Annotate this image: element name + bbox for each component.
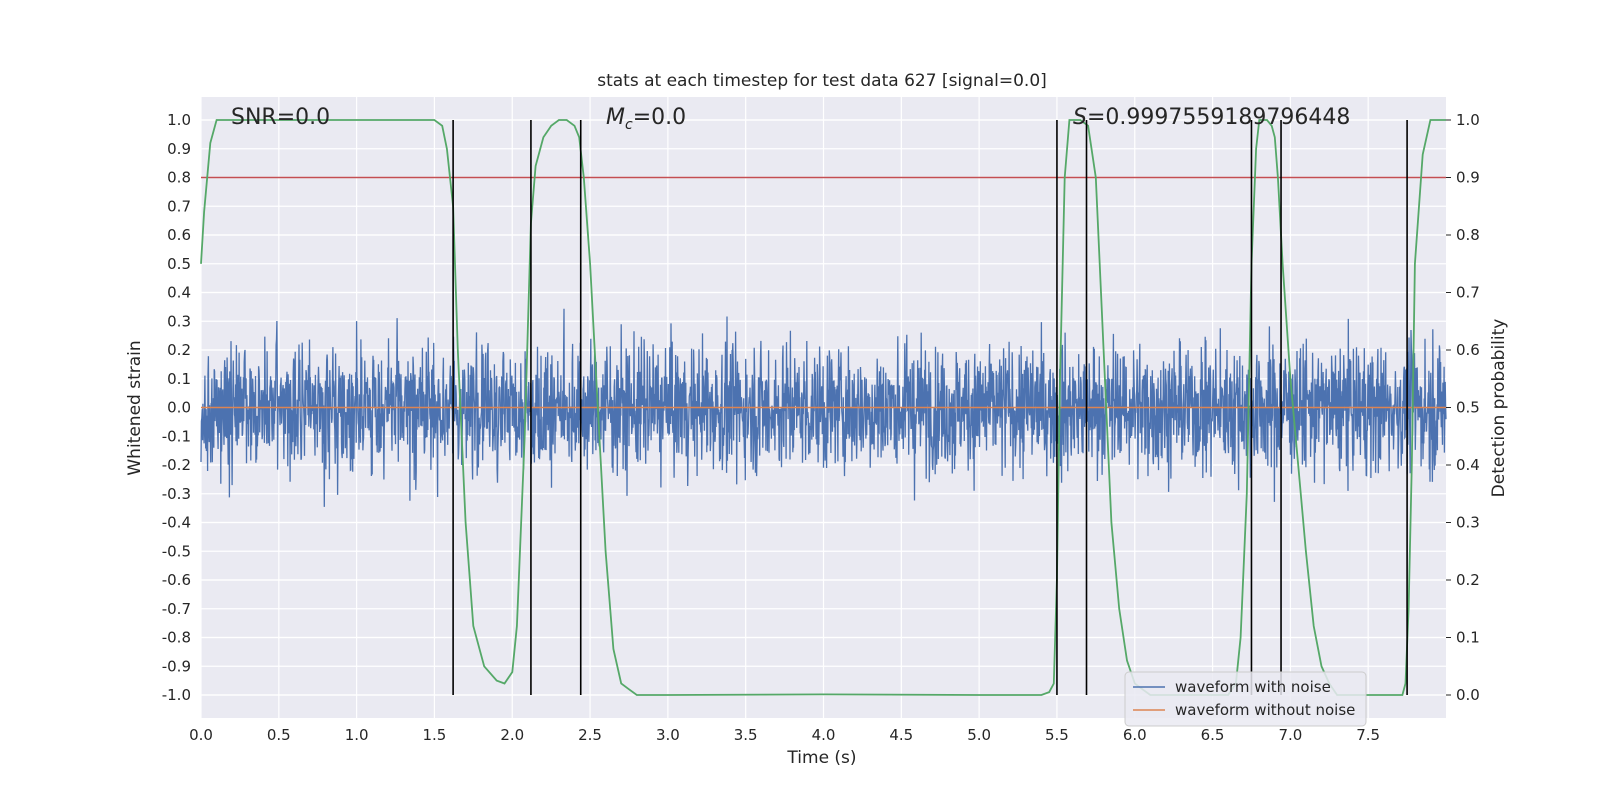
- x-tick-label: 2.5: [578, 726, 602, 744]
- mc-value: =0.0: [633, 105, 686, 130]
- y2-tick-label: 0.4: [1456, 456, 1480, 474]
- y2-tick-label: 0.0: [1456, 686, 1480, 704]
- series-detection-probability: [200, 119, 1446, 696]
- probability-layer: [200, 119, 1446, 696]
- marker-lines: [452, 120, 1408, 695]
- y2-tick-label: 0.5: [1456, 399, 1480, 417]
- x-tick-label: 5.0: [967, 726, 991, 744]
- s-symbol: S: [1073, 105, 1087, 130]
- x-tick-label: 5.5: [1045, 726, 1069, 744]
- y2-tick-label: 0.6: [1456, 341, 1480, 359]
- y2-tick-label: 0.9: [1456, 169, 1480, 187]
- y-tick-label: -0.2: [162, 456, 191, 474]
- y-tick-label: 1.0: [167, 111, 191, 129]
- y-tick-label: -0.9: [162, 657, 191, 675]
- x-tick-label: 3.0: [656, 726, 680, 744]
- y-tick-label: 0.3: [167, 312, 191, 330]
- y-tick-label: 0.8: [167, 169, 191, 187]
- mc-symbol: M: [606, 105, 625, 130]
- x-tick-label: 1.5: [423, 726, 447, 744]
- y-tick-label: 0.0: [167, 399, 191, 417]
- y-tick-label: 0.1: [167, 370, 191, 388]
- y-tick-label: -0.3: [162, 485, 191, 503]
- chart-title: stats at each timestep for test data 627…: [597, 71, 1047, 91]
- tick-labels: 0.0 0.5 1.0 1.5 2.0 2.5 3.0 3.5 4.0 4.5 5.0 5.5 6.0 6…: [162, 111, 1480, 744]
- x-axis-label: Time (s): [786, 748, 856, 768]
- s-annotation: S=0.9997559189796448: [1073, 105, 1350, 130]
- y2-tick-label: 0.2: [1456, 571, 1480, 589]
- legend: waveform with noise waveform without noi…: [1124, 671, 1367, 727]
- y-tick-label: 0.2: [167, 341, 191, 359]
- s-value: =0.9997559189796448: [1087, 105, 1350, 130]
- y-axis-label: Whitened strain: [125, 340, 145, 475]
- x-tick-label: 1.0: [345, 726, 369, 744]
- x-tick-label: 4.5: [889, 726, 913, 744]
- x-tick-label: 6.5: [1201, 726, 1225, 744]
- mc-subscript: c: [625, 117, 633, 133]
- y-tick-label: -0.7: [162, 600, 191, 618]
- y-tick-label: 0.7: [167, 197, 191, 215]
- mc-annotation: Mc=0.0: [606, 105, 686, 133]
- y2-axis-label: Detection probability: [1489, 319, 1509, 498]
- x-tick-label: 0.0: [189, 726, 213, 744]
- legend-box: [1124, 671, 1367, 727]
- y-tick-label: 0.9: [167, 140, 191, 158]
- y2-tick-label: 0.1: [1456, 629, 1480, 647]
- legend-label-clean: waveform without noise: [1175, 701, 1355, 719]
- y2-tick-label: 0.7: [1456, 284, 1480, 302]
- x-tick-label: 2.0: [500, 726, 524, 744]
- x-tick-label: 0.5: [267, 726, 291, 744]
- series-waveform-with-noise: [200, 308, 1447, 507]
- y-tick-label: -0.4: [162, 514, 191, 532]
- y-tick-label: 0.4: [167, 284, 191, 302]
- y-tick-label: -0.8: [162, 629, 191, 647]
- y-tick-label: 0.6: [167, 226, 191, 244]
- y-tick-label: -1.0: [162, 686, 191, 704]
- x-tick-label: 4.0: [812, 726, 836, 744]
- y-tick-label: -0.1: [162, 427, 191, 445]
- x-tick-label: 6.0: [1123, 726, 1147, 744]
- y-tick-label: 0.5: [167, 255, 191, 273]
- legend-label-noise: waveform with noise: [1175, 678, 1331, 696]
- snr-annotation: SNR=0.0: [231, 105, 330, 130]
- y-tick-label: -0.5: [162, 542, 191, 560]
- y-tick-label: -0.6: [162, 571, 191, 589]
- x-tick-label: 3.5: [734, 726, 758, 744]
- y2-tick-label: 0.3: [1456, 514, 1480, 532]
- data-layer: [200, 308, 1447, 507]
- x-tick-label: 7.5: [1356, 726, 1380, 744]
- y2-tick-label: 0.8: [1456, 226, 1480, 244]
- y2-tick-label: 1.0: [1456, 111, 1480, 129]
- x-tick-label: 7.0: [1278, 726, 1302, 744]
